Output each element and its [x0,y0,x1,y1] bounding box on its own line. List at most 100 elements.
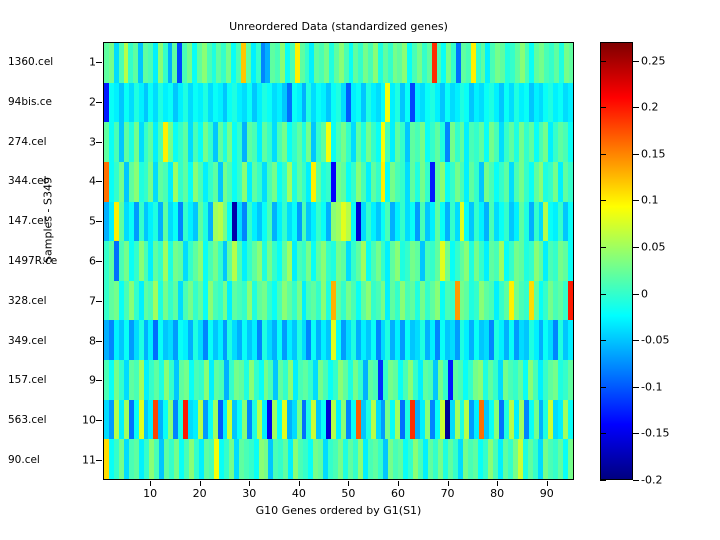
heatmap-cell [424,280,430,321]
heatmap-cell [138,161,144,202]
heatmap-cell [459,201,465,242]
heatmap-cell [104,82,109,123]
x-axis-tick-mark [199,481,201,486]
heatmap-cell [163,439,169,479]
colorbar[interactable] [600,42,633,480]
heatmap-cell [242,161,248,202]
heatmap-cell [178,201,183,242]
heatmap-cell [133,280,139,321]
heatmap-row [104,201,573,242]
heatmap-cell [528,82,534,123]
y-axis-tick-number: 3 [89,135,96,149]
heatmap-cell [168,82,174,123]
heatmap-cell [328,360,334,400]
heatmap-cell [360,201,366,242]
x-axis-tick-mark [298,481,300,486]
heatmap-cell [348,360,354,400]
heatmap-cell [462,439,468,479]
x-axis-label: G10 Genes ordered by G1(S1) [255,504,422,517]
heatmap-cell [410,201,416,242]
heatmap-cell [512,360,518,400]
heatmap-cell [489,201,495,242]
heatmap-cell [266,201,272,242]
heatmap-cell [227,399,233,440]
heatmap-cell [258,360,264,400]
heatmap-cell [553,320,559,360]
heatmap-cell [464,122,470,162]
heatmap-cell [341,399,346,440]
heatmap-cell [153,320,159,360]
heatmap-cell [266,241,272,281]
heatmap-cell [405,399,411,440]
heatmap-cell [182,43,188,83]
heatmap-cell [296,82,302,123]
heatmap-cell [193,439,199,479]
heatmap-cell [331,280,337,321]
y-axis-tick-mark [96,181,102,183]
heatmap-cell [206,43,212,83]
heatmap-cell [183,201,188,242]
heatmap-cell [192,280,198,321]
heatmap-cell [291,399,297,440]
heatmap-cell [197,280,203,321]
heatmap-cell [293,360,299,400]
heatmap-cell [345,280,351,321]
heatmap-cell [113,43,119,83]
heatmap-cell [432,360,438,400]
heatmap-cell [133,161,139,202]
heatmap-cell [484,122,490,162]
heatmap-cell [538,399,544,440]
heatmap-cell [158,399,164,440]
heatmap-cell [533,241,539,281]
heatmap-cell [207,122,213,162]
heatmap-cell [248,360,254,400]
heatmap-cell [257,399,262,440]
heatmap-cell [311,320,317,360]
heatmap-cell [252,241,258,281]
heatmap-cell [168,161,174,202]
heatmap-cell [281,122,287,162]
heatmap-cell [227,82,233,123]
heatmap-row [104,399,573,440]
heatmap-cell [108,201,114,242]
colorbar-tick-mark [633,293,639,295]
heatmap-cell [568,241,573,281]
heatmap-cell [291,161,297,202]
heatmap-cell [407,43,413,83]
heatmap-cell [318,439,324,479]
heatmap-cell [276,241,282,281]
heatmap-cell [442,439,448,479]
heatmap-cell [113,161,119,202]
heatmap-cell [390,399,396,440]
heatmap-cell [415,161,420,202]
heatmap-cell [457,360,463,400]
heatmap-cell [513,82,519,123]
heatmap-cell [420,82,425,123]
heatmap-cell [252,399,258,440]
heatmap-cell [113,320,119,360]
heatmap-cell [542,360,548,400]
heatmap-cell [533,122,539,162]
heatmap-cell [552,360,558,400]
heatmap-cell [429,161,435,202]
colorbar-tick-label: 0.2 [641,100,659,114]
heatmap-cell [348,439,354,479]
heatmap-cell [192,201,198,242]
heatmap-cell [533,399,539,440]
heatmap-cell [118,280,124,321]
heatmap-cell [365,241,371,281]
colorbar-tick-label: -0.1 [641,380,663,394]
heatmap-cell [306,122,312,162]
heatmap-cell [415,241,420,281]
colorbar-tick-mark [633,480,639,481]
heatmap-cell [383,439,389,479]
heatmap-plot[interactable] [103,42,574,480]
heatmap-cell [449,201,455,242]
heatmap-cell [420,161,425,202]
heatmap-cell [197,320,203,360]
heatmap-cell [558,399,564,440]
heatmap-cell [252,280,258,321]
heatmap-cell [543,320,549,360]
heatmap-cell [553,43,559,83]
heatmap-cell [293,439,299,479]
